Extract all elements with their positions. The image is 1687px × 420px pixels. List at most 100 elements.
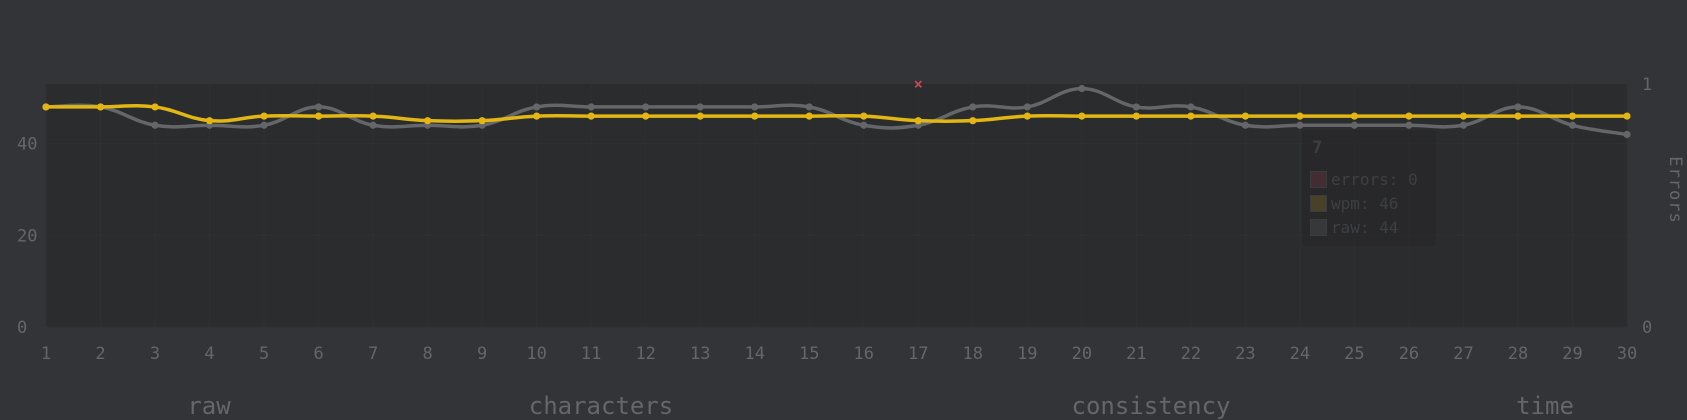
tooltip-row-raw: raw: 44 — [1310, 218, 1398, 237]
raw-point-10 — [533, 103, 541, 111]
errors-point-17: × — [914, 75, 923, 93]
errors-series: × — [914, 75, 923, 93]
tooltip-row-wpm: wpm: 46 — [1310, 194, 1398, 213]
x-tick-30: 30 — [1617, 344, 1637, 364]
x-tick-25: 25 — [1344, 344, 1364, 364]
raw-point-18 — [969, 103, 977, 111]
raw-point-7 — [369, 121, 377, 129]
raw-point-25 — [1350, 121, 1359, 129]
wpm-point-1 — [42, 103, 50, 111]
tooltip-errors-label: errors: 0 — [1331, 170, 1418, 189]
tooltip-row-errors: errors: 0 — [1310, 170, 1418, 189]
x-tick-18: 18 — [963, 344, 983, 364]
x-tick-3: 3 — [150, 344, 160, 364]
wpm-point-17 — [914, 117, 922, 125]
raw-point-3 — [151, 121, 159, 129]
wpm-point-23 — [1241, 112, 1249, 120]
x-tick-27: 27 — [1453, 344, 1473, 364]
chart-tooltip: 7 errors: 0 wpm: 46 raw: 44 — [1302, 130, 1436, 246]
raw-point-19 — [1023, 103, 1031, 111]
wpm-point-13 — [696, 112, 704, 120]
x-tick-9: 9 — [477, 344, 487, 364]
wpm-point-14 — [751, 112, 759, 120]
wpm-point-12 — [642, 112, 650, 120]
x-tick-6: 6 — [313, 344, 323, 364]
raw-point-20 — [1078, 84, 1086, 93]
wpm-point-8 — [424, 117, 432, 125]
y-left-tick-40: 40 — [17, 135, 37, 155]
y-right-ticks: 01 — [1642, 75, 1652, 338]
wpm-swatch — [1310, 195, 1327, 212]
x-tick-22: 22 — [1181, 344, 1201, 364]
x-tick-11: 11 — [581, 344, 601, 364]
x-tick-17: 17 — [908, 344, 928, 364]
y-left-tick-0: 0 — [17, 318, 27, 338]
raw-point-11 — [587, 103, 595, 111]
raw-point-5 — [260, 121, 268, 129]
wpm-point-30 — [1623, 112, 1631, 120]
x-tick-23: 23 — [1235, 344, 1255, 364]
raw-swatch — [1310, 219, 1327, 236]
raw-point-27 — [1459, 121, 1468, 129]
wpm-point-25 — [1350, 112, 1359, 120]
wpm-point-29 — [1568, 112, 1577, 120]
x-ticks: 1 2 3 4 5 6 7 8 9 10 11 12 13 14 15 16 17 18 19 20 21 22 23 24 2… — [41, 344, 1637, 364]
x-tick-14: 14 — [744, 344, 764, 364]
wpm-point-9 — [478, 117, 486, 125]
x-tick-20: 20 — [1072, 344, 1092, 364]
wpm-point-2 — [96, 103, 105, 111]
wpm-point-20 — [1078, 112, 1086, 120]
x-tick-28: 28 — [1508, 344, 1528, 364]
raw-point-23 — [1241, 121, 1249, 129]
raw-point-28 — [1514, 103, 1522, 111]
wpm-point-19 — [1023, 112, 1031, 120]
tooltip-raw-label: raw: 44 — [1331, 218, 1399, 237]
raw-point-12 — [642, 103, 650, 111]
errors-swatch — [1310, 171, 1327, 188]
wpm-point-4 — [205, 117, 214, 125]
wpm-point-28 — [1514, 112, 1522, 120]
y-right-axis-label: Errors — [1665, 156, 1685, 223]
x-tick-2: 2 — [95, 344, 105, 364]
wpm-point-6 — [314, 112, 323, 120]
x-tick-29: 29 — [1562, 344, 1582, 364]
wpm-point-7 — [369, 112, 377, 120]
stat-label-characters: characters — [528, 392, 674, 420]
tooltip-wpm-label: wpm: 46 — [1331, 194, 1399, 213]
raw-point-30 — [1623, 130, 1631, 139]
x-tick-26: 26 — [1399, 344, 1419, 364]
x-tick-12: 12 — [635, 344, 655, 364]
raw-point-29 — [1568, 121, 1577, 129]
wpm-point-5 — [260, 112, 268, 120]
y-left-ticks: 0 20 40 — [17, 135, 37, 338]
x-tick-10: 10 — [526, 344, 546, 364]
wpm-point-10 — [533, 112, 541, 120]
x-tick-21: 21 — [1126, 344, 1146, 364]
raw-point-6 — [314, 103, 323, 111]
y-left-tick-20: 20 — [17, 226, 37, 246]
x-tick-5: 5 — [259, 344, 269, 364]
x-tick-7: 7 — [368, 344, 378, 364]
stat-label-consistency: consistency — [1071, 392, 1231, 420]
tooltip-title: 7 — [1312, 138, 1323, 158]
wpm-point-22 — [1187, 112, 1195, 120]
raw-point-15 — [805, 103, 813, 111]
wpm-line — [46, 103, 1627, 124]
wpm-point-26 — [1405, 112, 1413, 120]
raw-point-26 — [1405, 121, 1413, 129]
wpm-point-21 — [1132, 112, 1140, 120]
wpm-point-16 — [860, 112, 868, 120]
x-tick-24: 24 — [1290, 344, 1310, 364]
x-tick-15: 15 — [799, 344, 819, 364]
wpm-point-3 — [151, 103, 159, 111]
raw-point-24 — [1296, 121, 1304, 129]
y-right-tick-0: 0 — [1642, 318, 1652, 338]
wpm-point-15 — [805, 112, 813, 120]
wpm-point-27 — [1459, 112, 1468, 120]
wpm-point-11 — [587, 112, 595, 120]
x-tick-13: 13 — [690, 344, 710, 364]
wpm-point-18 — [969, 117, 977, 125]
x-tick-4: 4 — [204, 344, 214, 364]
raw-point-14 — [751, 103, 759, 111]
raw-point-16 — [860, 121, 868, 129]
